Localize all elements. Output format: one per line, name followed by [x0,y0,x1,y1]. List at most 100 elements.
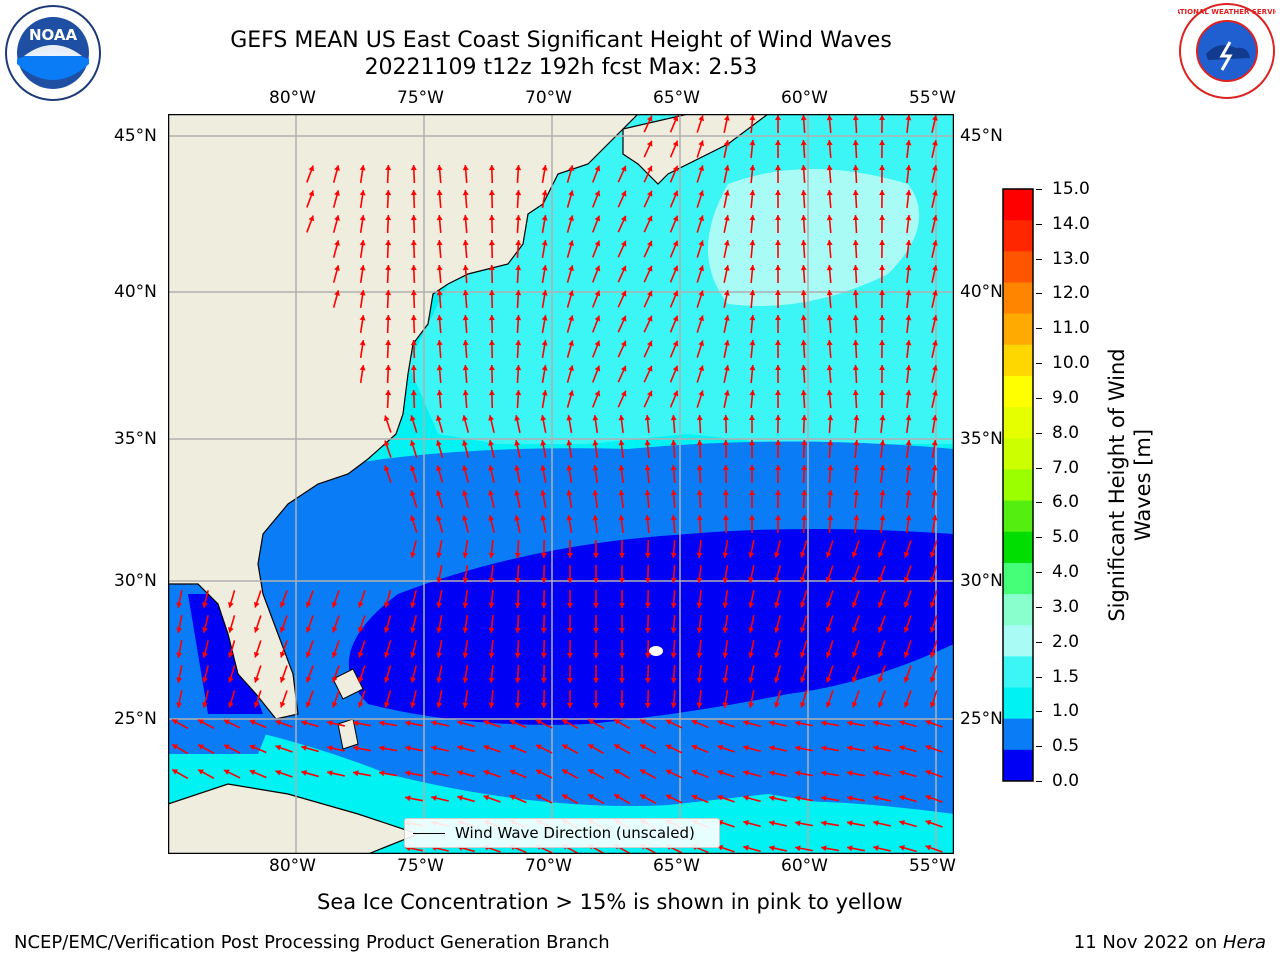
wave-arrow [795,770,813,777]
wave-arrow [176,615,183,633]
wave-arrow [748,665,755,683]
colorbar-segment [1003,282,1033,315]
wave-arrow [853,439,860,459]
wave-arrow [691,769,709,779]
wave-arrow [669,290,679,308]
wave-arrow [905,339,912,359]
wave-arrow [592,414,599,434]
wave-arrow [931,390,938,408]
wave-arrow [774,189,781,209]
wave-arrow [696,390,705,408]
wave-arrow [644,639,651,659]
wave-arrow [592,489,599,509]
lon-label-top: 70°W [525,88,572,108]
wave-arrow [847,820,865,827]
wave-arrow [618,464,625,484]
colorbar-tick-label: 0.5 [1052,736,1080,757]
wave-arrow [723,240,730,258]
wave-arrow [722,689,729,709]
wave-arrow [643,190,653,208]
wave-arrow [873,820,891,827]
wave-arrow [826,339,833,359]
wave-arrow [488,239,495,259]
wave-arrow [774,314,781,334]
wave-arrow [613,743,631,755]
wave-arrow [905,439,912,459]
wave-arrow [643,365,653,383]
wave-arrow [249,744,267,754]
wave-arrow [332,190,340,208]
wave-arrow [879,214,886,234]
wave-arrow [905,114,912,134]
wave-arrow [405,720,423,727]
wave-arrow [540,539,547,559]
lon-label-top: 55°W [909,88,956,108]
wave-arrow [925,744,943,753]
wave-arrow [592,539,599,559]
wave-arrow [353,745,371,752]
wave-arrow [566,614,573,634]
wave-arrow [931,464,938,484]
wave-arrow [385,314,392,334]
wave-arrow [357,665,366,683]
wave-arrow [905,239,912,259]
wave-arrow [774,114,781,134]
wave-arrow [669,390,679,408]
wave-arrow [457,745,475,753]
lon-label-top: 75°W [397,88,444,108]
nws-logo: NATIONAL WEATHER SERVICE [1178,3,1276,99]
wave-arrow [410,189,417,209]
wave-arrow [410,364,417,384]
wave-arrow [905,364,912,384]
wave-arrow [929,665,938,683]
wave-arrow [592,664,599,684]
wave-arrow [488,415,495,433]
wave-arrow [669,365,679,383]
wave-arrow [383,665,392,683]
wave-arrow [462,415,470,433]
wave-arrow [515,339,522,359]
wave-arrow [410,615,417,633]
wave-arrow [800,214,807,234]
colorbar-tick-mark [1036,641,1042,643]
wave-arrow [436,440,444,458]
wave-arrow [696,439,703,459]
wave-arrow [436,615,443,633]
wave-arrow [877,690,886,708]
wave-arrow [357,615,366,633]
wave-arrow [931,414,938,434]
wave-arrow [879,389,886,409]
wave-arrow [899,770,917,778]
wave-arrow [643,115,653,133]
land-layer [168,114,769,854]
wave-arrow [279,690,288,708]
wave-arrow [749,214,756,234]
wave-arrow [644,664,651,684]
wave-arrow [618,589,625,609]
colorbar-tick-label: 13.0 [1052,248,1090,269]
wave-arrow [696,315,705,333]
wave-arrow [905,139,912,159]
wave-arrow [749,389,756,409]
colorbar-tick-mark [1036,746,1042,748]
wave-arrow [566,664,573,684]
colorbar-tick-label: 4.0 [1052,562,1080,583]
wave-arrow [826,139,833,159]
colorbar-tick-label: 7.0 [1052,457,1080,478]
wave-arrow [541,214,548,234]
lat-label-right: 35°N [960,429,1003,449]
wave-arrow [592,689,599,709]
wave-arrow [774,239,781,259]
wave-arrow [853,489,860,509]
wave-arrow [540,515,547,533]
wave-arrow [385,164,392,184]
wave-arrow [851,540,860,558]
wave-arrow [717,744,735,753]
wave-arrow [275,769,293,778]
wave-arrow [873,770,891,777]
wave-arrow [775,489,782,509]
wave-arrow [691,794,709,804]
wave-arrow [331,665,340,683]
wave-arrow [591,265,601,283]
lon-label-top: 80°W [269,88,316,108]
